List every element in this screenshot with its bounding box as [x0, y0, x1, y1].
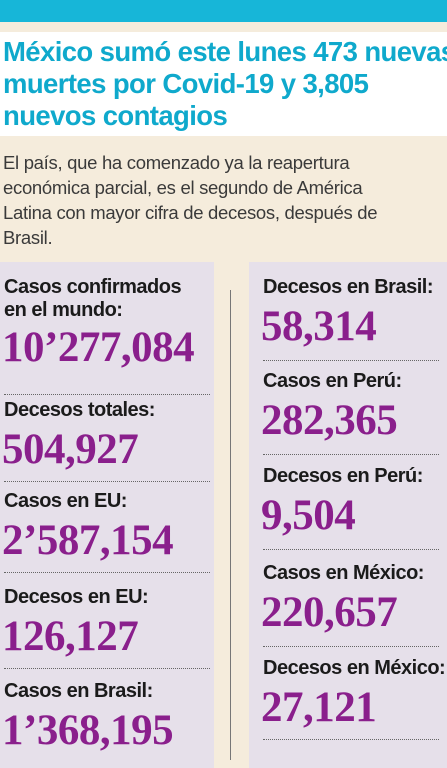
stat-decesos-peru: Decesos en Perú: 9,504 [249, 465, 447, 550]
lede-line-3: Latina con mayor cifra de decesos, despu… [3, 202, 378, 223]
stat-value: 2’587,154 [2, 517, 174, 564]
stat-label: Decesos totales: [4, 399, 155, 421]
stat-label: Decesos en Perú: [263, 465, 423, 487]
headline-line-1: México sumó este lunes 473 nuevas [3, 36, 447, 67]
stat-value: 10’277,084 [2, 324, 195, 371]
stat-value: 126,127 [2, 613, 139, 660]
stat-label: en el mundo: [4, 299, 123, 321]
stat-value: 9,504 [261, 492, 356, 539]
dotted-divider [4, 572, 210, 573]
stat-value: 58,314 [261, 303, 377, 350]
stat-label: Casos en Brasil: [4, 680, 153, 702]
stats-panel-right: Decesos en Brasil: 58,314 Casos en Perú:… [249, 262, 447, 768]
lede-paragraph: El país, que ha comenzado ya la reapertu… [3, 150, 443, 250]
dotted-divider [263, 646, 439, 647]
stats-panel-left: Casos confirmados en el mundo: 10’277,08… [0, 262, 214, 768]
lede-line-2: económica parcial, es el segundo de Amér… [3, 177, 363, 198]
column-divider [230, 290, 231, 760]
dotted-divider [4, 668, 210, 669]
stat-value: 220,657 [261, 589, 398, 636]
stat-label: Casos en México: [263, 562, 424, 584]
dotted-divider [263, 739, 439, 740]
top-color-bar [0, 0, 447, 22]
stat-casos-eu: Casos en EU: 2’587,154 [0, 490, 214, 573]
stat-casos-brasil: Casos en Brasil: 1’368,195 [0, 680, 214, 753]
stat-label: Casos confirmados [4, 276, 182, 298]
dotted-divider [263, 360, 439, 361]
stat-label: Decesos en Brasil: [263, 276, 433, 298]
stat-label: Casos en EU: [4, 490, 127, 512]
headline-box: México sumó este lunes 473 nuevas muerte… [0, 32, 447, 136]
stat-value: 27,121 [261, 684, 377, 731]
stat-decesos-brasil: Decesos en Brasil: 58,314 [249, 276, 447, 361]
dotted-divider [4, 481, 210, 482]
stat-decesos-mexico: Decesos en México: 27,121 [249, 657, 447, 740]
dotted-divider [263, 454, 439, 455]
stat-casos-mundo: Casos confirmados en el mundo: 10’277,08… [0, 276, 214, 395]
dotted-divider [4, 394, 210, 395]
stat-decesos-eu: Decesos en EU: 126,127 [0, 586, 214, 669]
stat-value: 282,365 [261, 397, 398, 444]
stat-casos-mexico: Casos en México: 220,657 [249, 562, 447, 647]
lede-line-1: El país, que ha comenzado ya la reapertu… [3, 152, 350, 173]
stat-decesos-totales: Decesos totales: 504,927 [0, 399, 214, 482]
stat-label: Decesos en EU: [4, 586, 149, 608]
dotted-divider [263, 549, 439, 550]
headline-line-3: nuevos contagios [3, 100, 228, 131]
stat-label: Casos en Perú: [263, 370, 402, 392]
headline-line-2: muertes por Covid-19 y 3,805 [3, 68, 369, 99]
stat-label: Decesos en México: [263, 657, 446, 679]
stat-value: 1’368,195 [2, 707, 174, 754]
stat-value: 504,927 [2, 426, 139, 473]
lede-line-4: Brasil. [3, 227, 53, 248]
stat-casos-peru: Casos en Perú: 282,365 [249, 370, 447, 455]
